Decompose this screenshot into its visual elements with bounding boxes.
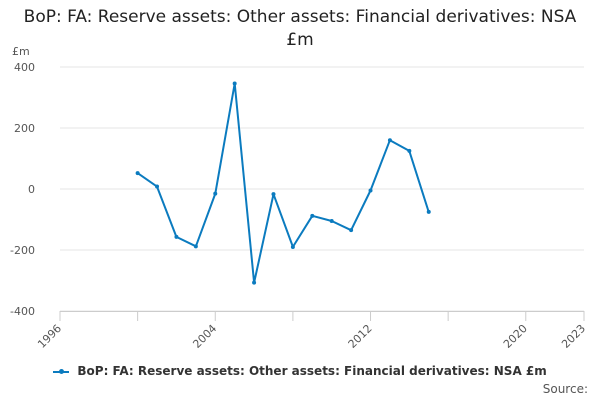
y-tick-label: 400 bbox=[14, 61, 35, 74]
series-line bbox=[136, 82, 430, 284]
data-point bbox=[155, 184, 160, 189]
data-point bbox=[252, 280, 257, 285]
data-point bbox=[310, 213, 315, 218]
x-tick-label: 1996 bbox=[35, 322, 64, 351]
y-tick-label: 0 bbox=[28, 183, 35, 196]
source-label: Source: bbox=[542, 382, 588, 396]
x-tick-label: 2004 bbox=[190, 322, 219, 351]
y-tick-label: -200 bbox=[10, 244, 35, 257]
legend-dot bbox=[59, 368, 65, 374]
data-point bbox=[387, 138, 392, 143]
data-point bbox=[349, 228, 354, 233]
data-point bbox=[426, 209, 431, 214]
series-layer bbox=[135, 81, 431, 285]
grid-layer bbox=[60, 66, 584, 312]
data-point bbox=[193, 244, 198, 249]
x-tick-label: 2023 bbox=[559, 322, 588, 351]
x-tick-label: 2012 bbox=[346, 322, 375, 351]
data-point bbox=[135, 171, 140, 176]
y-axis-label: £m bbox=[12, 45, 30, 58]
data-point bbox=[271, 192, 276, 197]
data-point bbox=[290, 244, 295, 249]
legend-label: BoP: FA: Reserve assets: Other assets: F… bbox=[77, 364, 547, 378]
data-point bbox=[213, 191, 218, 196]
legend-symbol bbox=[53, 367, 70, 377]
y-tick-label: -400 bbox=[10, 305, 35, 318]
data-point bbox=[407, 148, 412, 153]
axis-layer: -400 -200 0 200 400 £m 1996 2004 2012 2020 2023 bbox=[10, 45, 588, 351]
y-tick-label: 200 bbox=[14, 122, 35, 135]
data-point bbox=[174, 234, 179, 239]
x-tick-label: 2020 bbox=[501, 322, 530, 351]
data-point bbox=[329, 219, 334, 224]
data-point bbox=[368, 188, 373, 193]
legend[interactable]: BoP: FA: Reserve assets: Other assets: F… bbox=[0, 364, 600, 378]
chart-title: BoP: FA: Reserve assets: Other assets: F… bbox=[23, 7, 577, 50]
data-point bbox=[232, 81, 237, 86]
